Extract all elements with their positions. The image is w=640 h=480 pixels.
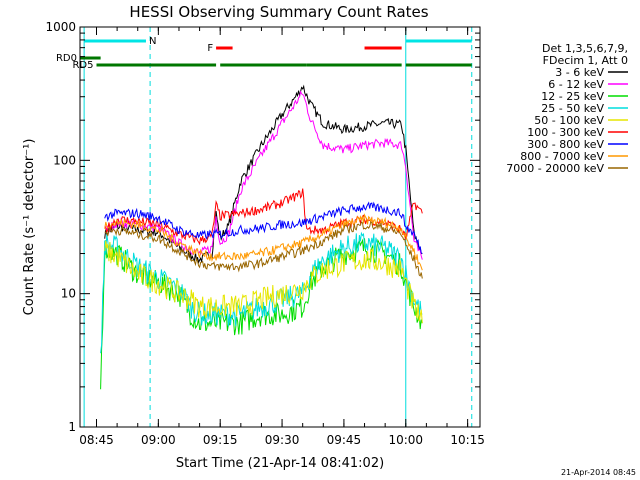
- x-tick-label-1: 09:00: [141, 433, 176, 447]
- state-label-n: N: [149, 36, 156, 47]
- y-tick-label-0: 1: [68, 420, 76, 434]
- legend-label-1: 6 - 12 keV: [548, 78, 604, 91]
- x-axis-label: Start Time (21-Apr-14 08:41:02): [176, 456, 384, 471]
- y-tick-label-1: 10: [61, 287, 76, 301]
- state-label-f: F: [207, 43, 213, 54]
- series-line-4: [104, 241, 423, 324]
- series-line-6: [104, 201, 423, 254]
- series-line-1: [104, 90, 423, 260]
- x-axis: 08:45 09:00 09:15 09:30 09:45 10:00 10:15: [79, 27, 485, 447]
- series-line-5: [104, 188, 423, 246]
- legend-label-7: 800 - 7000 keV: [520, 150, 604, 163]
- legend-label-6: 300 - 800 keV: [527, 138, 604, 151]
- legend-label-2: 12 - 25 keV: [541, 90, 604, 103]
- x-tick-label-6: 10:15: [450, 433, 485, 447]
- x-tick-label-4: 09:45: [327, 433, 362, 447]
- legend-header-1: FDecim 1, Att 0: [543, 54, 628, 67]
- series-line-0: [104, 84, 423, 265]
- series-line-7: [104, 213, 423, 271]
- chart-title: HESSI Observing Summary Count Rates: [129, 3, 428, 21]
- legend-label-0: 3 - 6 keV: [555, 66, 604, 79]
- plot-frame: [79, 26, 481, 428]
- x-tick-label-3: 09:30: [265, 433, 300, 447]
- x-tick-label-0: 08:45: [79, 433, 114, 447]
- legend-header-0: Det 1,3,5,6,7,9,: [542, 42, 628, 55]
- legend-label-3: 25 - 50 keV: [541, 102, 604, 115]
- x-tick-label-5: 10:00: [388, 433, 423, 447]
- state-label-rd0: RD0: [56, 53, 77, 64]
- y-axis-label: Count Rate (s⁻¹ detector⁻¹): [22, 139, 37, 316]
- y-tick-label-2: 100: [53, 153, 76, 167]
- legend: Det 1,3,5,6,7,9,FDecim 1, Att 03 - 6 keV…: [506, 42, 628, 175]
- timestamp: 21-Apr-2014 08:45: [561, 468, 636, 477]
- legend-label-5: 100 - 300 keV: [527, 126, 604, 139]
- y-axis: 1 10 100 1000: [45, 20, 480, 434]
- y-tick-label-3: 1000: [45, 20, 76, 34]
- series-line-8: [104, 221, 423, 279]
- x-tick-label-2: 09:15: [203, 433, 238, 447]
- legend-label-4: 50 - 100 keV: [534, 114, 604, 127]
- legend-label-8: 7000 - 20000 keV: [506, 162, 604, 175]
- state-label-rd5: RD5: [72, 60, 93, 71]
